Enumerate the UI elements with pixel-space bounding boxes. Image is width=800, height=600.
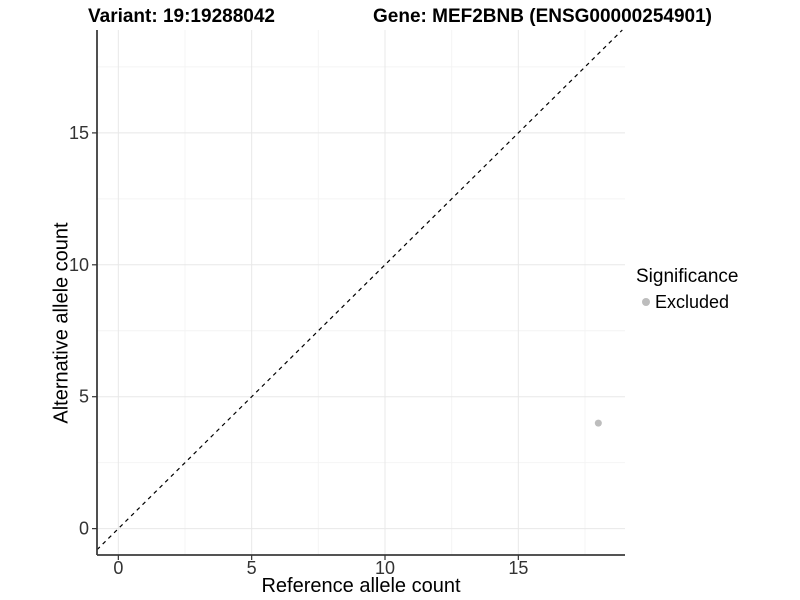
x-tick-label: 0 xyxy=(113,558,123,578)
legend-title: Significance xyxy=(636,266,739,287)
excluded-point-icon xyxy=(642,298,650,306)
x-tick-label: 5 xyxy=(247,558,257,578)
y-axis-title: Alternative allele count xyxy=(50,222,73,424)
y-tick-label: 15 xyxy=(69,123,89,143)
identity-line xyxy=(96,29,623,551)
data-point xyxy=(594,419,602,427)
y-tick-label: 0 xyxy=(79,519,89,539)
y-tick-label: 10 xyxy=(69,255,89,275)
x-tick-label: 10 xyxy=(375,558,395,578)
legend-entry-label: Excluded xyxy=(655,291,730,312)
legend: Significance Excluded xyxy=(636,266,738,313)
x-tick-label: 15 xyxy=(508,558,528,578)
x-axis-title: Reference allele count xyxy=(261,575,461,597)
plot-title-gene: Gene: MEF2BNB (ENSG00000254901) xyxy=(373,6,712,27)
plot-title-variant: Variant: 19:19288042 xyxy=(88,6,275,27)
legend-entry-excluded: Excluded xyxy=(636,291,738,313)
y-tick-label: 5 xyxy=(79,387,89,407)
